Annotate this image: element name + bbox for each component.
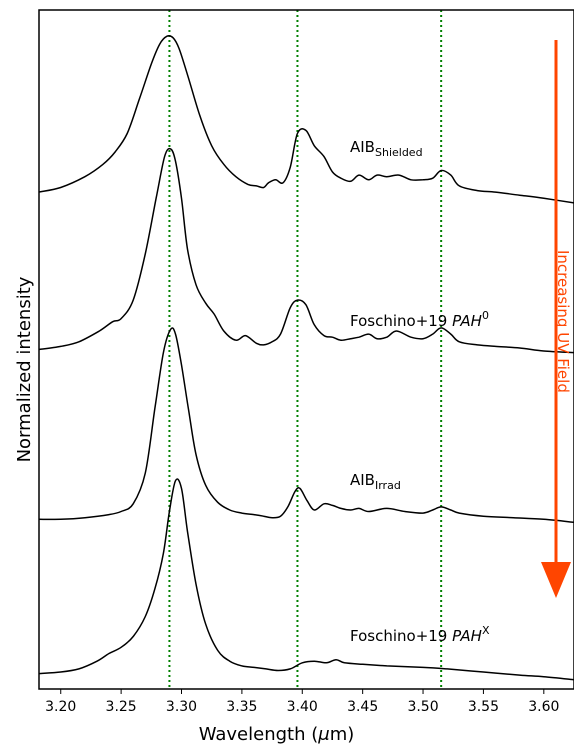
x-tick-label-2: 3.30 (166, 699, 197, 715)
x-axis-ticks: 3.20 3.25 3.30 3.35 3.40 3.45 3.50 3.55 3.60 (45, 689, 559, 715)
uv-arrow-head (541, 562, 571, 598)
spectrum-line-0 (38, 34, 574, 204)
x-tick-label-0: 3.20 (45, 699, 76, 715)
uv-arrow: Increasing UV Field (541, 40, 572, 598)
x-axis-label: Wavelength (μm) (199, 724, 355, 744)
spectrum-line-1 (38, 147, 574, 354)
spectrum-label-0: AIBShielded (350, 138, 423, 159)
spectrum-line-2 (38, 327, 574, 524)
x-tick-label-7: 3.55 (468, 699, 499, 715)
x-tick-label-3: 3.35 (226, 699, 257, 715)
x-axis-label-tail: m) (330, 724, 355, 744)
spectrum-line-3 (38, 478, 574, 681)
plot-frame (38, 9, 574, 690)
reference-lines (168, 10, 443, 689)
x-tick-label-5: 3.45 (347, 699, 378, 715)
spectrum-labels: AIBShielded Foschino+19 PAH0 AIBIrrad Fosch… (350, 138, 490, 645)
x-tick-label-1: 3.25 (106, 699, 137, 715)
uv-arrow-label: Increasing UV Field (554, 250, 572, 393)
x-axis-label-text: Wavelength ( (199, 724, 319, 744)
spectra-curves (38, 34, 574, 681)
x-tick-label-4: 3.40 (287, 699, 318, 715)
x-axis-label-mu: μ (317, 724, 329, 744)
spectrum-label-1: Foschino+19 PAH0 (350, 309, 489, 330)
spectrum-label-2: AIBIrrad (350, 471, 401, 492)
x-tick-label-8: 3.60 (528, 699, 559, 715)
y-axis-label: Normalized intensity (14, 276, 35, 462)
x-tick-label-6: 3.50 (407, 699, 438, 715)
spectrum-label-3: Foschino+19 PAHX (350, 624, 490, 645)
